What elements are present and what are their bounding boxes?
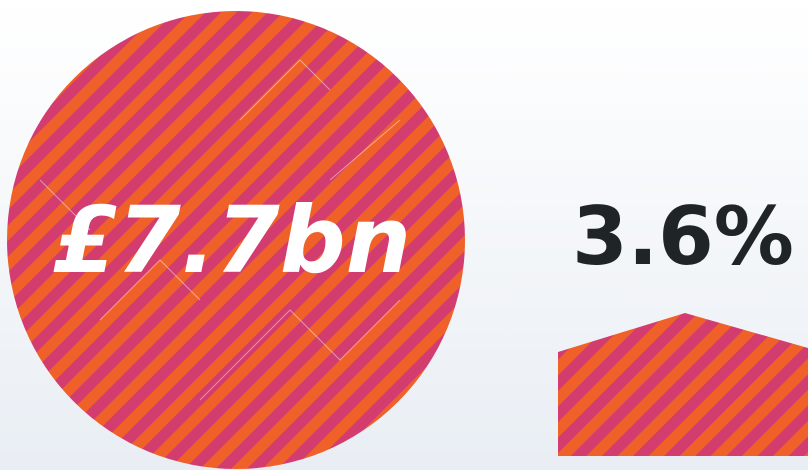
stat-percent: 3.6% xyxy=(572,190,794,283)
circle-shape xyxy=(7,11,465,469)
house-shape xyxy=(558,313,808,456)
stat-amount: £7.7bn xyxy=(53,187,411,294)
